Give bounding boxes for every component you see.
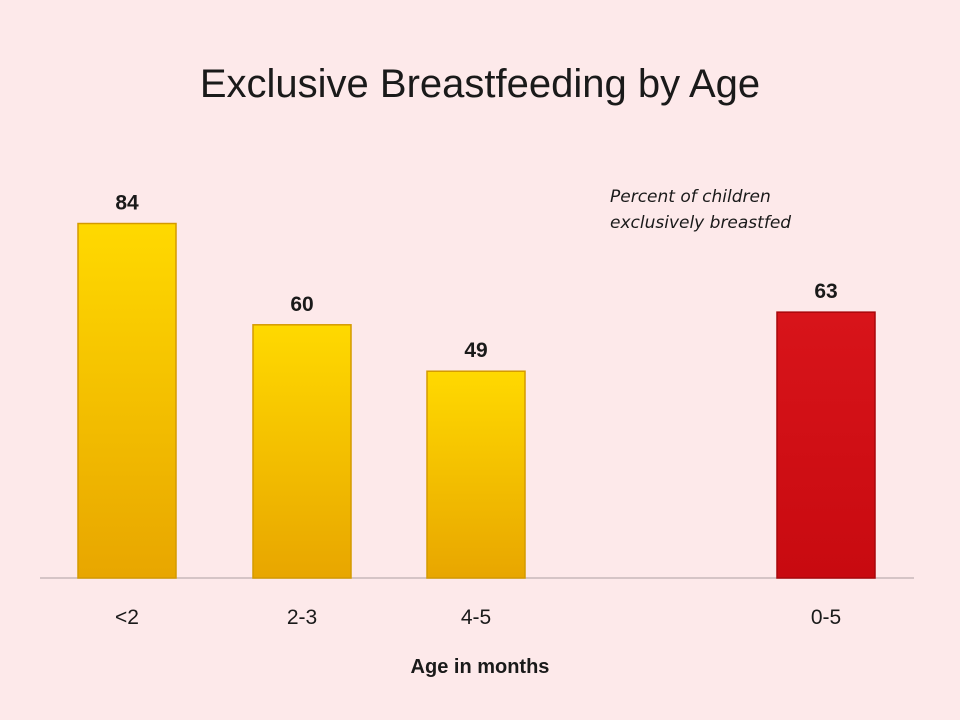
data-label-4-5: 49 — [464, 339, 487, 362]
annotation-line-2: exclusively breastfed — [610, 213, 792, 233]
data-label-0-5: 63 — [814, 280, 837, 303]
x-tick-label-2-3: 2-3 — [287, 606, 317, 629]
bar-<2 — [77, 222, 177, 579]
bar-2-3 — [252, 324, 352, 579]
annotation-line-1: Percent of children — [610, 187, 771, 207]
bar-4-5 — [426, 370, 526, 579]
x-tick-label-<2: <2 — [115, 606, 139, 629]
chart-annotation: Percent of children exclusively breastfe… — [610, 184, 870, 236]
data-label-2-3: 60 — [290, 293, 313, 316]
data-label-<2: 84 — [115, 192, 139, 215]
chart-title: Exclusive Breastfeeding by Age — [199, 62, 761, 106]
bar-0-5 — [776, 311, 876, 579]
x-tick-label-0-5: 0-5 — [811, 606, 841, 629]
x-tick-label-4-5: 4-5 — [461, 606, 491, 629]
x-axis-label: Age in months — [410, 656, 550, 678]
